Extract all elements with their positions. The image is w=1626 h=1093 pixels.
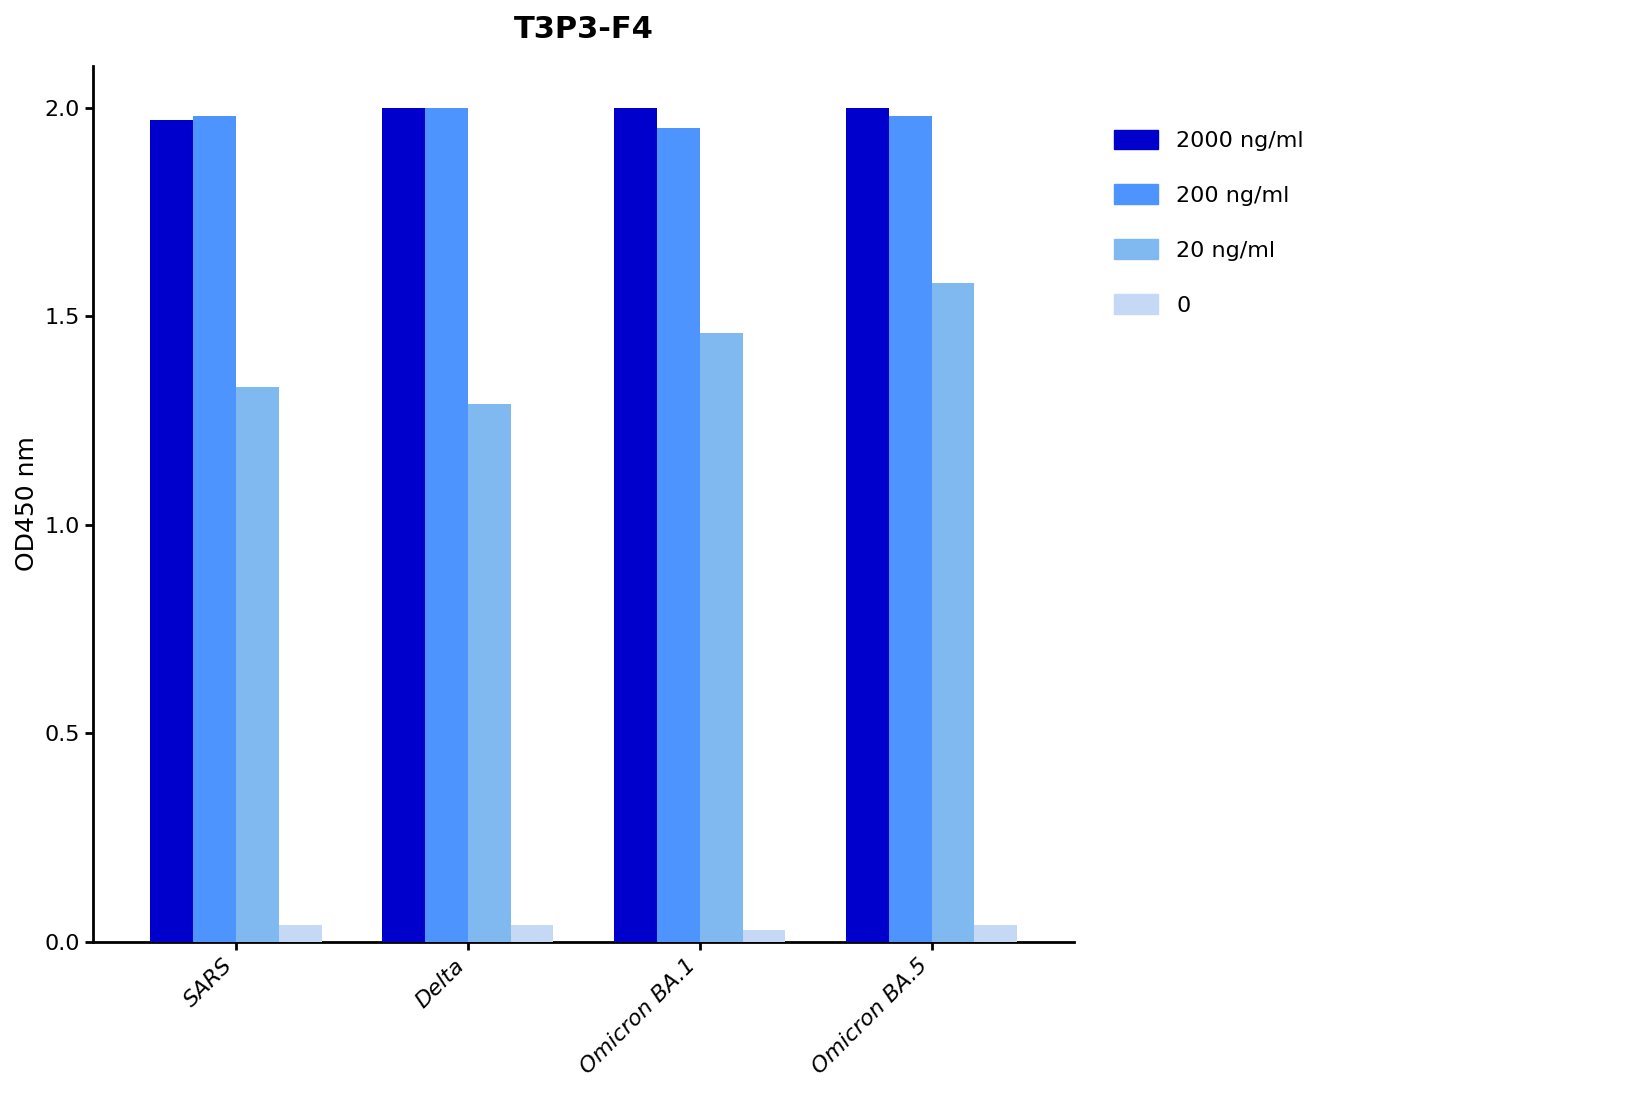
Legend: 2000 ng/ml, 200 ng/ml, 20 ng/ml, 0: 2000 ng/ml, 200 ng/ml, 20 ng/ml, 0 (1106, 120, 1312, 325)
Bar (236, 387, 278, 942)
Y-axis label: OD450 nm: OD450 nm (15, 436, 39, 572)
Bar (615, 107, 657, 942)
Bar (278, 926, 322, 942)
Bar (382, 107, 424, 942)
Bar (468, 403, 511, 942)
Bar (932, 283, 974, 942)
Bar (193, 116, 236, 942)
Title: T3P3-F4: T3P3-F4 (514, 15, 654, 44)
Bar (424, 107, 468, 942)
Bar (889, 116, 932, 942)
Bar (699, 333, 743, 942)
Bar (974, 926, 1018, 942)
Bar (846, 107, 889, 942)
Bar (743, 929, 785, 942)
Bar (657, 128, 699, 942)
Bar (150, 120, 193, 942)
Bar (511, 926, 553, 942)
